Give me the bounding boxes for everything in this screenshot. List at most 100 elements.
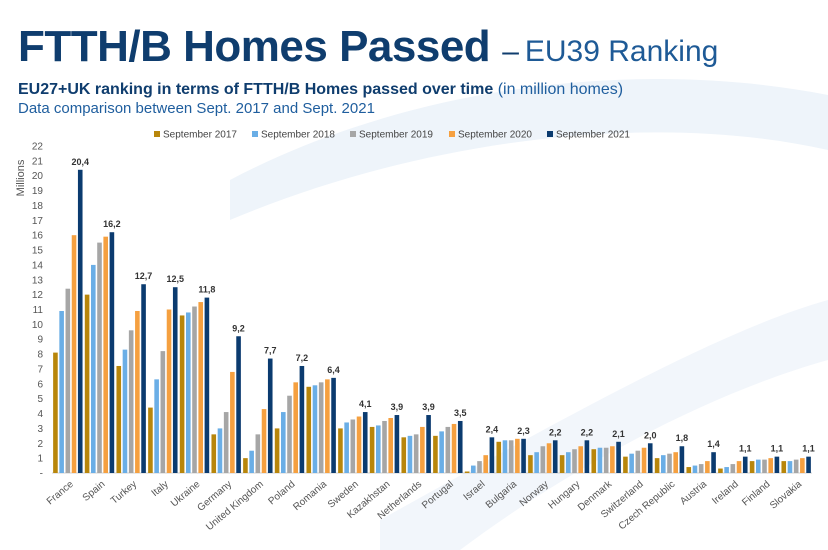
bar <box>407 435 413 473</box>
bar <box>281 412 286 473</box>
bar <box>439 431 444 473</box>
data-label: 16,2 <box>103 219 121 229</box>
bar <box>369 426 375 473</box>
bar <box>160 351 166 473</box>
bar <box>154 379 159 473</box>
bar <box>793 459 799 473</box>
category-label: Czech Republic <box>617 479 678 532</box>
bar <box>71 235 77 473</box>
bar <box>394 415 400 473</box>
bar <box>534 452 539 473</box>
data-label: 1,4 <box>707 439 720 449</box>
legend-entry: September 2021 <box>556 130 630 141</box>
y-tick-label: 22 <box>32 142 44 153</box>
bar <box>312 385 318 473</box>
subtitle: EU27+UK ranking in terms of FTTH/B Homes… <box>18 81 623 99</box>
bar <box>528 455 533 473</box>
bar <box>635 450 641 473</box>
category-label: Romania <box>291 479 329 513</box>
subtitle-bold: EU27+UK ranking in terms of FTTH/B Homes… <box>18 81 494 98</box>
data-label: 9,2 <box>232 323 245 333</box>
data-label: 6,4 <box>327 365 340 375</box>
bar <box>730 464 736 473</box>
y-tick-label: 4 <box>37 409 43 420</box>
title-dash: – <box>502 35 519 68</box>
bar <box>566 452 571 473</box>
bar <box>584 440 590 473</box>
bar <box>186 312 191 473</box>
y-tick-label: 14 <box>32 260 44 271</box>
legend-swatch <box>449 131 455 137</box>
category-label: Portugal <box>420 479 456 511</box>
bar <box>591 449 597 473</box>
category-label: Bulgaria <box>484 479 520 511</box>
bar <box>344 422 349 473</box>
bar <box>166 309 172 473</box>
bar <box>293 382 298 473</box>
bar <box>255 434 261 473</box>
data-label: 12,7 <box>135 271 153 281</box>
bar <box>673 452 678 473</box>
data-label: 7,7 <box>264 346 277 356</box>
bar <box>128 330 134 473</box>
subtitle-comparison: Data comparison between Sept. 2017 and S… <box>18 100 375 117</box>
bar <box>705 461 710 473</box>
y-tick-label: 6 <box>37 379 43 390</box>
data-label: 2,3 <box>517 426 530 436</box>
y-tick-label: 7 <box>37 364 43 375</box>
bar <box>172 287 178 473</box>
y-tick-label: 11 <box>33 305 44 316</box>
category-label: Italy <box>150 479 171 499</box>
category-label: Spain <box>81 479 108 504</box>
bar <box>135 310 140 473</box>
bar <box>603 447 609 473</box>
bar <box>667 453 672 473</box>
bar <box>116 365 122 473</box>
category-label: Norway <box>518 479 551 509</box>
bar <box>736 461 742 473</box>
data-label: 3,5 <box>454 408 467 418</box>
bar <box>749 461 755 473</box>
bar <box>236 336 241 473</box>
data-label: 1,1 <box>802 444 815 454</box>
y-tick-label: 3 <box>37 424 43 435</box>
data-label: 7,2 <box>296 353 309 363</box>
bar <box>243 458 248 473</box>
bar <box>610 446 615 473</box>
y-tick-label: 5 <box>37 394 43 405</box>
bar <box>464 471 470 473</box>
bar <box>800 458 805 473</box>
bar <box>84 294 90 473</box>
bar <box>401 437 407 473</box>
bar <box>204 297 210 473</box>
y-tick-label: 21 <box>32 156 44 167</box>
bar <box>616 441 621 473</box>
y-tick-label: 8 <box>37 350 43 361</box>
category-label: United Kingdom <box>204 479 266 533</box>
bar <box>267 358 273 473</box>
bar <box>356 416 362 473</box>
y-tick-label: 12 <box>32 290 44 301</box>
bar <box>223 412 229 473</box>
bar <box>91 264 96 473</box>
bar <box>471 465 476 473</box>
bar <box>230 371 235 473</box>
data-label: 4,1 <box>359 399 372 409</box>
legend-swatch <box>547 131 553 137</box>
bar <box>692 465 698 473</box>
bar <box>141 284 146 473</box>
y-tick-label: 18 <box>32 201 44 212</box>
legend-entry: September 2017 <box>163 130 237 141</box>
bar <box>179 315 185 473</box>
category-label: Turkey <box>109 479 139 507</box>
legend-entry: September 2020 <box>458 130 532 141</box>
bar <box>489 437 495 473</box>
bar <box>211 434 217 473</box>
subtitle-note: (in million homes) <box>497 81 624 98</box>
bar <box>451 423 457 473</box>
bar <box>325 379 330 473</box>
y-tick-label: 13 <box>32 275 44 286</box>
bar <box>641 447 647 473</box>
legend-swatch <box>350 131 356 137</box>
bar <box>192 306 197 473</box>
